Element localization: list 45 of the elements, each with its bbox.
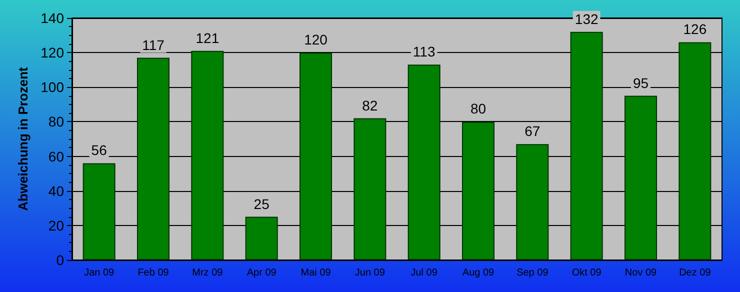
bar [191,50,224,260]
x-tick-label: Okt 09 [572,268,602,278]
y-tick-label: 40 [48,182,64,199]
data-label: 25 [254,196,270,212]
x-tick-label: Jun 09 [354,268,386,278]
y-tick-label: 80 [48,114,64,130]
y-axis-title: Abweichung in Prozent [16,66,31,211]
bar [462,122,494,260]
y-tick-label: 140 [40,10,64,26]
data-label: 132 [574,10,598,27]
y-tick-label: 60 [48,148,64,164]
x-tick-label: Sep 09 [516,268,549,278]
x-tick-label: Jul 09 [410,268,438,278]
x-tick-label: Mai 09 [300,268,332,278]
x-tick-label: Nov 09 [624,268,658,278]
x-tick-label: Apr 09 [246,268,277,278]
bar [516,144,549,260]
x-tick-label: Aug 09 [462,268,495,278]
y-tick-label: 120 [40,44,64,61]
data-label: 113 [412,44,436,60]
bar [300,52,332,260]
data-label: 67 [524,123,540,140]
y-tick-label: 20 [48,217,64,234]
x-tick-label: Mrz 09 [192,268,224,278]
x-tick-label: Jan 09 [84,268,115,278]
y-tick-label: 100 [40,79,64,96]
data-label: 121 [196,30,220,46]
bar [408,64,440,260]
x-tick-label: Dez 09 [679,268,712,278]
data-label: 56 [91,142,108,158]
data-label: 120 [304,32,328,48]
bar [245,216,278,260]
bar [82,163,116,260]
data-label: 126 [683,21,707,38]
data-label: 95 [632,74,649,91]
data-label: 80 [470,100,486,117]
data-label: 82 [362,97,378,114]
data-label: 117 [142,36,165,53]
bar [678,42,712,260]
bar [137,58,170,260]
y-tick-label: 0 [56,252,64,268]
bar [570,32,603,260]
x-tick-label: Feb 09 [138,268,170,278]
bar [624,96,657,260]
bar [354,118,386,260]
